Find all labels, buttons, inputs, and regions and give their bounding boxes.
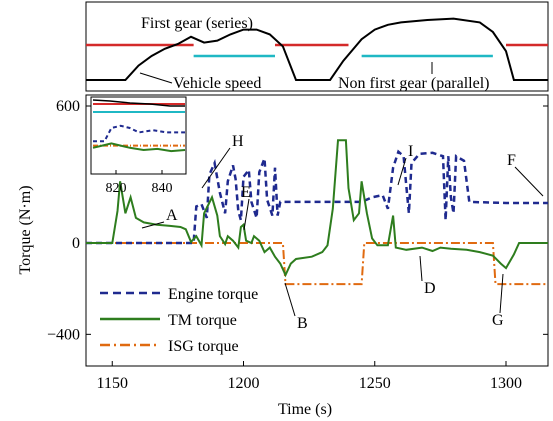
speed-panel-frame (85, 1, 549, 92)
inset: 820 840 (90, 96, 187, 196)
y-tick-label: −400 (47, 326, 80, 343)
annotation-label: F (507, 152, 516, 169)
x-tick-label: 1150 (97, 375, 128, 392)
x-axis-ticks: 1150 1200 1250 1300 (97, 361, 522, 392)
inset-x-tick-label: 820 (106, 181, 127, 196)
annotation-arrow (514, 166, 544, 197)
isg-torque-line (86, 242, 548, 286)
torque-panel-frame (85, 94, 549, 367)
x-tick-label: 1300 (490, 375, 522, 392)
legend: Engine torque TM torque ISG torque (100, 286, 258, 355)
legend-isg-label: ISG torque (168, 338, 239, 355)
inset-x-tick-label: 840 (152, 181, 173, 196)
annotation-label: D (424, 280, 436, 297)
y-axis-ticks: 600 0 −400 (47, 98, 548, 343)
vehicle-speed-label: Vehicle speed (173, 75, 261, 92)
inset-tm-line (92, 142, 186, 153)
series-lines (86, 139, 548, 286)
speed-panel: First gear (series) Vehicle speed Non fi… (85, 1, 549, 92)
x-tick-label: 1250 (359, 375, 391, 392)
annotation-label: G (492, 312, 504, 329)
vehicle-speed-line (86, 17, 548, 81)
engine-torque-line (86, 149, 548, 245)
annotation-label: H (232, 133, 244, 150)
y-tick-label: 0 (72, 235, 80, 252)
annotation-arrow (141, 221, 165, 229)
tm-torque-line (86, 139, 548, 278)
y-axis-label: Torque (N·m) (17, 185, 34, 274)
x-axis-label: Time (s) (278, 401, 332, 418)
inset-x-ticks: 820 840 (106, 170, 173, 196)
annotation-arrow (499, 273, 504, 314)
legend-tm-label: TM torque (168, 312, 237, 329)
annotation-label: I (408, 143, 413, 160)
y-tick-label: 600 (56, 98, 80, 115)
annotation-arrow (284, 282, 296, 317)
inset-frame (90, 96, 187, 175)
first-gear-label: First gear (series) (141, 15, 253, 32)
legend-engine-label: Engine torque (168, 286, 258, 303)
annotation-label: B (297, 315, 308, 332)
x-tick-label: 1200 (228, 375, 260, 392)
vehicle-speed-arrow (139, 72, 173, 84)
inset-series-lines (92, 124, 186, 153)
non-first-gear-label: Non first gear (parallel) (338, 75, 489, 92)
inset-engine-line (93, 124, 185, 143)
annotation-label: A (166, 207, 178, 224)
inset-speed-line (92, 99, 185, 107)
annotation-arrow (243, 198, 250, 231)
annotation-arrow (201, 147, 231, 189)
annotation-arrow (397, 157, 407, 186)
annotation-arrow (419, 255, 423, 282)
annotation-label: E (241, 184, 251, 201)
